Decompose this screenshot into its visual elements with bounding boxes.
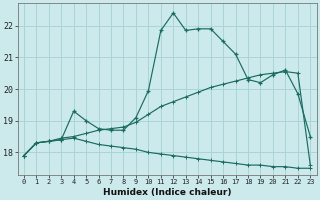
- X-axis label: Humidex (Indice chaleur): Humidex (Indice chaleur): [103, 188, 231, 197]
